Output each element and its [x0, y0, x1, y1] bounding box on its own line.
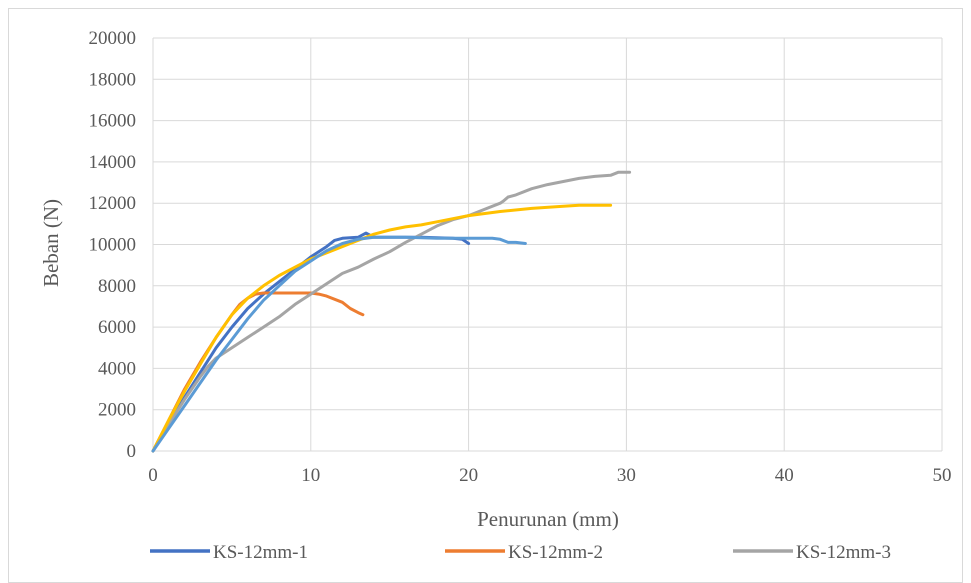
legend-label: KS-12mm-2 — [508, 542, 603, 563]
x-tick-label: 20 — [459, 465, 478, 486]
y-tick-label: 14000 — [89, 152, 137, 173]
x-tick-label: 40 — [775, 465, 794, 486]
y-tick-label: 18000 — [89, 69, 137, 90]
x-tick-labels: 0 10 20 30 40 50 — [148, 465, 951, 486]
gridlines — [152, 37, 943, 452]
series-line-5 — [151, 235, 527, 453]
chart-frame — [8, 8, 963, 583]
series-lines — [151, 170, 632, 453]
y-tick-labels: 0 2000 4000 6000 8000 10000 12000 14000 16000 180… — [89, 28, 137, 462]
x-axis-title: Penurunan (mm) — [477, 507, 619, 531]
y-tick-label: 12000 — [89, 193, 137, 214]
y-tick-label: 0 — [127, 441, 137, 462]
series-line-4 — [151, 203, 613, 453]
legend-label: KS-12mm-1 — [213, 542, 308, 563]
y-tick-label: 10000 — [89, 235, 137, 256]
y-tick-label: 4000 — [98, 358, 136, 379]
y-axis-title: Beban (N) — [39, 199, 63, 287]
line-chart: 0 2000 4000 6000 8000 10000 12000 14000 16000 180… — [39, 28, 952, 563]
legend-label: KS-12mm-3 — [796, 542, 891, 563]
x-tick-label: 10 — [301, 465, 320, 486]
y-tick-label: 20000 — [89, 28, 137, 49]
y-tick-label: 6000 — [98, 317, 136, 338]
series-line-2 — [151, 291, 365, 453]
y-tick-label: 2000 — [98, 400, 136, 421]
series-line-3 — [151, 170, 632, 453]
y-tick-label: 8000 — [98, 276, 136, 297]
x-tick-label: 30 — [617, 465, 636, 486]
y-tick-label: 16000 — [89, 111, 137, 132]
x-tick-label: 0 — [148, 465, 158, 486]
x-tick-label: 50 — [933, 465, 952, 486]
legend: KS-12mm-1 KS-12mm-2 KS-12mm-3 — [150, 542, 891, 563]
